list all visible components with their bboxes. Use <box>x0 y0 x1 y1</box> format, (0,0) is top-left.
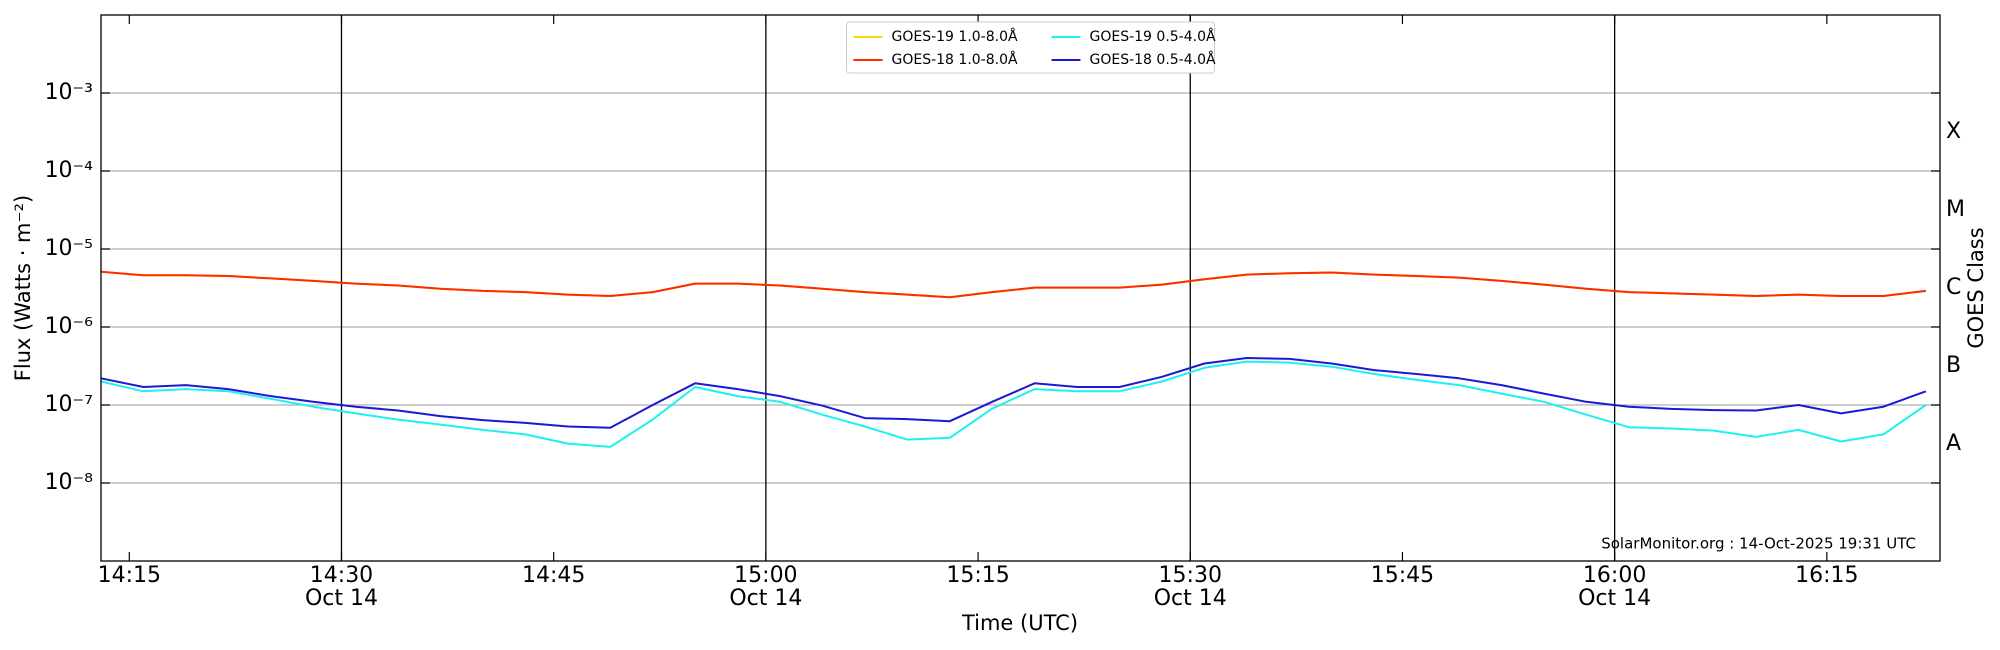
y-axis-label: Flux (Watts · m⁻²) <box>11 195 35 381</box>
legend-label: GOES-19 1.0-8.0Å <box>892 28 1018 45</box>
legend-label: GOES-18 0.5-4.0Å <box>1090 51 1216 68</box>
x-tick-label: 16:15 <box>1795 563 1858 588</box>
plot-frame <box>100 14 1941 562</box>
x-tick-label: 16:00 <box>1583 563 1646 588</box>
series-line <box>101 360 1927 448</box>
y-tick-label: 10⁻³ <box>45 80 93 105</box>
series-line <box>101 270 1927 299</box>
x-tick-label: 15:45 <box>1371 563 1434 588</box>
x-tick-date: Oct 14 <box>1578 586 1651 611</box>
x-tick-label: 15:30 <box>1159 563 1222 588</box>
x-tick-label: 15:15 <box>946 563 1009 588</box>
legend-label: GOES-19 0.5-4.0Å <box>1090 28 1216 45</box>
x-tick-label: 14:30 <box>310 563 373 588</box>
y2-tick-label: M <box>1946 197 1965 222</box>
legend-label: GOES-18 1.0-8.0Å <box>892 51 1018 68</box>
plot-lines <box>101 270 1927 448</box>
x-tick-label: 14:15 <box>98 563 161 588</box>
x-tick-label: 15:00 <box>734 563 797 588</box>
y2-tick-label: X <box>1946 119 1961 144</box>
y2-axis-label: GOES Class <box>1964 227 1988 348</box>
y-tick-label: 10⁻⁴ <box>45 158 94 183</box>
y-tick-label: 10⁻⁷ <box>45 392 93 417</box>
y-tick-label: 10⁻⁶ <box>45 314 94 339</box>
x-tick-date: Oct 14 <box>305 586 378 611</box>
series-line <box>101 357 1927 429</box>
y2-tick-label: A <box>1946 431 1961 456</box>
x-tick-label: 14:45 <box>522 563 585 588</box>
x-axis-label: Time (UTC) <box>961 611 1078 635</box>
annotation: SolarMonitor.org : 14-Oct-2025 19:31 UTC <box>1601 535 1916 553</box>
x-tick-date: Oct 14 <box>729 586 802 611</box>
y2-tick-label: B <box>1946 353 1961 378</box>
y-tick-label: 10⁻⁵ <box>45 236 93 261</box>
x-tick-date: Oct 14 <box>1154 586 1227 611</box>
y2-tick-label: C <box>1946 275 1961 300</box>
legend-box <box>846 21 1215 74</box>
y-tick-label: 10⁻⁸ <box>45 470 94 495</box>
